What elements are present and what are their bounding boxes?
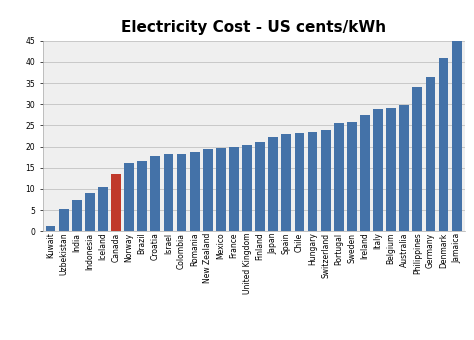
Bar [308,132,318,231]
Bar [137,162,147,231]
Bar [177,154,186,231]
Bar [98,187,108,231]
Bar [255,142,265,231]
Bar [294,133,304,231]
Bar [399,105,409,231]
Bar [412,87,422,231]
Bar [347,122,357,231]
Bar [203,149,213,231]
Bar [190,152,200,231]
Bar [59,209,69,231]
Bar [438,58,448,231]
Bar [268,137,278,231]
Bar [124,163,134,231]
Bar [321,130,330,231]
Bar [334,123,344,231]
Bar [373,109,383,231]
Bar [229,147,239,231]
Bar [452,41,462,231]
Bar [282,134,291,231]
Bar [216,148,226,231]
Bar [242,145,252,231]
Bar [72,200,82,231]
Bar [164,154,173,231]
Title: Electricity Cost - US cents/kWh: Electricity Cost - US cents/kWh [121,20,386,35]
Bar [46,226,55,231]
Bar [150,156,160,231]
Bar [111,174,121,231]
Bar [426,77,436,231]
Bar [360,115,370,231]
Bar [85,193,95,231]
Bar [386,108,396,231]
